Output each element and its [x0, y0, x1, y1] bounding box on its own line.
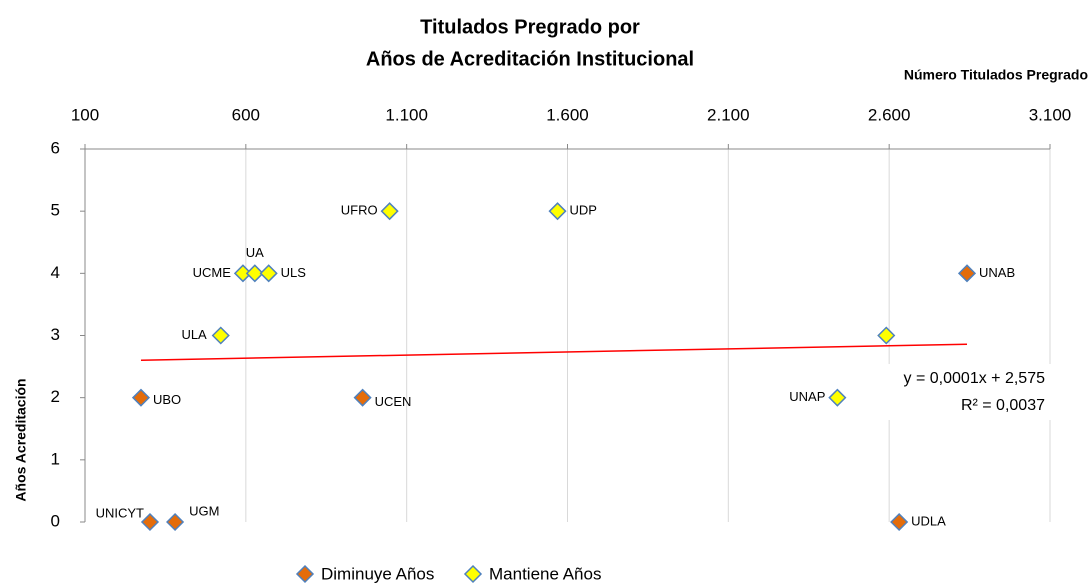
chart-subtitle: Años de Acreditación Institucional	[366, 48, 694, 70]
point-label: UDLA	[911, 513, 946, 528]
trendline-label-box	[888, 364, 1053, 420]
point-label: UDP	[570, 203, 597, 218]
point	[131, 388, 151, 407]
trendline-equation: y = 0,0001x + 2,575	[904, 370, 1046, 387]
point	[166, 512, 185, 532]
y-tick-label: 4	[51, 263, 60, 282]
point-label: UFRO	[341, 203, 378, 218]
x-tick-label: 100	[71, 105, 99, 124]
point	[548, 202, 567, 221]
trendline-r2: R² = 0,0037	[961, 397, 1045, 414]
trendline	[140, 343, 968, 361]
x-axis-label: Número Titulados Pregrado	[904, 67, 1088, 83]
x-tick-label: 1.600	[546, 105, 589, 124]
point-label: UGM	[189, 503, 219, 518]
point-label: UCEN	[375, 394, 412, 409]
y-tick-label: 5	[51, 201, 60, 220]
point	[877, 326, 896, 345]
y-tick-label: 6	[51, 138, 60, 157]
point-label: UNICYT	[96, 505, 144, 520]
y-tick-label: 0	[51, 511, 60, 530]
y-tick-label: 3	[51, 325, 60, 344]
point	[245, 264, 264, 283]
x-tick-label: 2.600	[868, 105, 911, 124]
point-label: UNAB	[979, 265, 1015, 280]
legend-marker	[295, 564, 315, 584]
point-label: UBO	[153, 392, 181, 407]
legend-marker	[463, 564, 483, 584]
point	[828, 388, 847, 407]
point	[211, 326, 230, 345]
x-tick-label: 3.100	[1029, 105, 1072, 124]
point	[890, 512, 909, 532]
point	[259, 264, 278, 283]
y-axis-label: Años Acreditación	[13, 378, 29, 501]
point	[957, 264, 977, 283]
point	[353, 388, 372, 407]
point	[140, 512, 160, 532]
point-label: ULA	[181, 327, 207, 342]
y-tick-label: 2	[51, 387, 60, 406]
x-tick-label: 1.100	[385, 105, 428, 124]
chart-title: Titulados Pregrado por	[420, 16, 640, 38]
point-label: UA	[246, 245, 264, 260]
legend-label: Diminuye Años	[321, 564, 434, 583]
point	[380, 202, 399, 221]
point-label: UCME	[193, 265, 232, 280]
point	[233, 264, 252, 283]
y-tick-label: 1	[51, 449, 60, 468]
point-label: UNAP	[789, 389, 825, 404]
legend-label: Mantiene Años	[489, 564, 601, 583]
point-label: ULS	[281, 265, 307, 280]
x-tick-label: 2.100	[707, 105, 750, 124]
x-tick-label: 600	[232, 105, 260, 124]
